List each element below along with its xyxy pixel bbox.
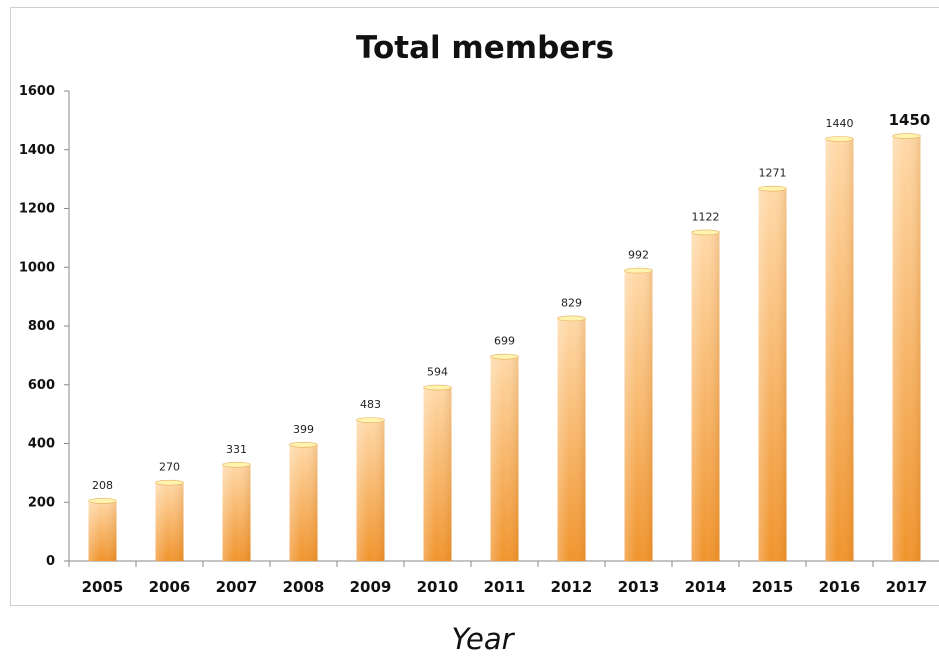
y-tick-label: 1200 [19, 202, 55, 217]
bar-chart: 0 200 400 600 800 1000 1200 1400 1600 208 2005 270… [19, 84, 939, 596]
bar-cap [758, 185, 787, 192]
y-tick-label: 1600 [19, 84, 55, 99]
data-label: 1440 [826, 117, 854, 130]
x-tick-label: 2014 [685, 578, 727, 596]
bar-shade [892, 135, 921, 561]
bar-cap [557, 315, 586, 322]
bar-shade [289, 443, 318, 561]
x-tick-label: 2005 [82, 578, 124, 596]
y-tick-label: 800 [28, 319, 55, 334]
bar-cap [88, 498, 117, 504]
bar-shade [356, 419, 385, 561]
bar-cap [423, 384, 452, 391]
x-tick-label: 2017 [886, 578, 928, 596]
data-label: 270 [159, 461, 180, 474]
data-label: 208 [92, 479, 113, 492]
x-tick-label: 2011 [484, 578, 526, 596]
bar-shade [691, 231, 720, 561]
data-label: 1122 [692, 210, 720, 223]
y-tick-label: 600 [28, 378, 55, 393]
data-label: 829 [561, 296, 582, 309]
x-tick-label: 2010 [417, 578, 459, 596]
x-axis-title: Year [451, 622, 514, 656]
x-tick-label: 2015 [752, 578, 794, 596]
data-label: 483 [360, 398, 381, 411]
bar-shade [155, 481, 184, 561]
bar-cap [155, 479, 184, 486]
data-label: 399 [293, 423, 314, 436]
x-tick-label: 2009 [350, 578, 392, 596]
bar-cap [289, 441, 318, 448]
bar-cap [691, 229, 720, 236]
y-tick-label: 200 [28, 495, 55, 510]
x-tick-label: 2008 [283, 578, 325, 596]
bar-shade [423, 386, 452, 561]
bar-shade [624, 269, 653, 561]
y-tick-label: 1400 [19, 143, 55, 158]
bar-shade [557, 317, 586, 561]
data-label: 594 [427, 366, 448, 379]
labels-group: 208 2005 270 2006 331 2007 399 2008 483 2009 594 20… [82, 111, 931, 596]
y-tick-label: 400 [28, 437, 55, 452]
bars-group [88, 133, 921, 562]
bar-cap [624, 267, 653, 274]
bar-shade [222, 463, 251, 561]
data-label: 699 [494, 335, 515, 348]
y-tick-label: 0 [46, 554, 55, 569]
x-tick-label: 2007 [216, 578, 258, 596]
chart-title: Total members [355, 30, 615, 66]
bar-shade [758, 187, 787, 562]
data-label: 992 [628, 249, 649, 262]
data-label: 1450 [889, 111, 931, 129]
data-label: 331 [226, 443, 247, 456]
bar-shade [88, 499, 117, 561]
y-tick-label: 1000 [19, 260, 55, 275]
data-label: 1271 [759, 167, 787, 180]
bar-cap [825, 136, 854, 142]
bar-cap [222, 461, 251, 468]
bar-cap [490, 353, 519, 360]
x-tick-label: 2012 [551, 578, 593, 596]
x-tick-label: 2013 [618, 578, 660, 596]
x-tick-label: 2006 [149, 578, 191, 596]
bar-cap [892, 133, 921, 139]
bar-shade [490, 355, 519, 561]
bar-shade [825, 138, 854, 561]
x-tick-label: 2016 [819, 578, 861, 596]
bar-cap [356, 417, 385, 423]
